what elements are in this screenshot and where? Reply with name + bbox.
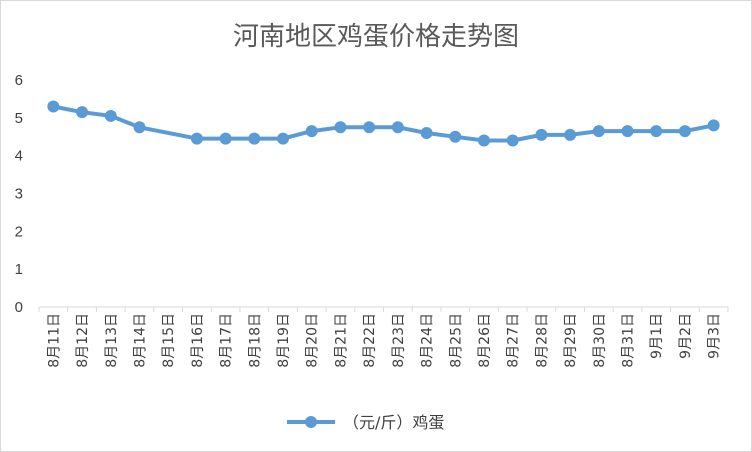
x-tick-label: 8月27日: [506, 313, 522, 368]
x-tick-label: 8月12日: [75, 313, 91, 368]
y-tick-label: 6: [15, 72, 23, 89]
x-tick-label: 8月24日: [420, 313, 436, 368]
data-point: [564, 128, 577, 141]
data-point: [190, 132, 203, 145]
x-tick-label: 8月30日: [592, 313, 608, 368]
legend: （元/斤）鸡蛋: [287, 413, 444, 432]
data-point: [477, 134, 490, 147]
data-point: [219, 132, 232, 145]
legend-label: （元/斤）鸡蛋: [343, 413, 444, 432]
data-point: [535, 128, 548, 141]
x-tick-label: 9月1日: [649, 313, 665, 359]
y-axis: 0 1 2 3 4 5 6: [15, 72, 23, 316]
data-point: [650, 125, 663, 138]
data-point: [334, 121, 347, 134]
data-point: [678, 125, 691, 138]
x-tick-label: 8月21日: [333, 313, 349, 368]
x-tick-label: 9月3日: [707, 313, 723, 359]
series-layer: [47, 100, 720, 147]
y-tick-label: 1: [15, 261, 23, 278]
data-point: [420, 126, 433, 139]
x-tick-label: 8月13日: [104, 313, 120, 368]
data-point: [449, 130, 462, 143]
data-point: [305, 125, 318, 138]
data-point: [76, 106, 89, 119]
x-tick-label: 8月23日: [391, 313, 407, 368]
data-point: [47, 100, 60, 113]
y-tick-label: 3: [15, 186, 23, 203]
data-point: [621, 125, 634, 138]
x-tick-label: 9月2日: [678, 313, 694, 359]
data-point: [104, 109, 117, 122]
x-tick-label: 8月20日: [305, 313, 321, 368]
data-point: [248, 132, 261, 145]
x-tick-label: 8月15日: [161, 313, 177, 368]
series-line: [53, 104, 714, 143]
y-tick-label: 0: [15, 299, 23, 316]
x-tick-label: 8月16日: [190, 313, 206, 368]
data-point: [391, 121, 404, 134]
y-tick-label: 4: [15, 148, 23, 165]
x-tick-label: 8月31日: [621, 313, 637, 368]
y-tick-label: 5: [15, 110, 23, 127]
data-point: [133, 121, 146, 134]
legend-point-marker: [305, 416, 317, 428]
x-tick-label: 8月18日: [247, 313, 263, 368]
data-point: [592, 125, 605, 138]
y-tick-label: 2: [15, 223, 23, 240]
x-tick-label: 8月29日: [563, 313, 579, 368]
data-point: [506, 134, 519, 147]
x-tick-label: 8月25日: [448, 313, 464, 368]
x-tick-label: 8月26日: [477, 313, 493, 368]
x-tick-label: 8月28日: [534, 313, 550, 368]
x-tick-label: 8月14日: [132, 313, 148, 368]
x-tick-label: 8月22日: [362, 313, 378, 368]
data-point: [363, 121, 376, 134]
x-tick-label: 8月11日: [46, 313, 62, 368]
data-point: [707, 119, 720, 132]
x-tick-label: 8月17日: [219, 313, 235, 368]
x-tick-label: 8月19日: [276, 313, 292, 368]
chart-title: 河南地区鸡蛋价格走势图: [233, 22, 519, 52]
x-axis: 8月11日 8月12日 8月13日 8月14日 8月15日 8月16日 8月17日 8月18日…: [38, 306, 729, 368]
data-point: [277, 132, 290, 145]
